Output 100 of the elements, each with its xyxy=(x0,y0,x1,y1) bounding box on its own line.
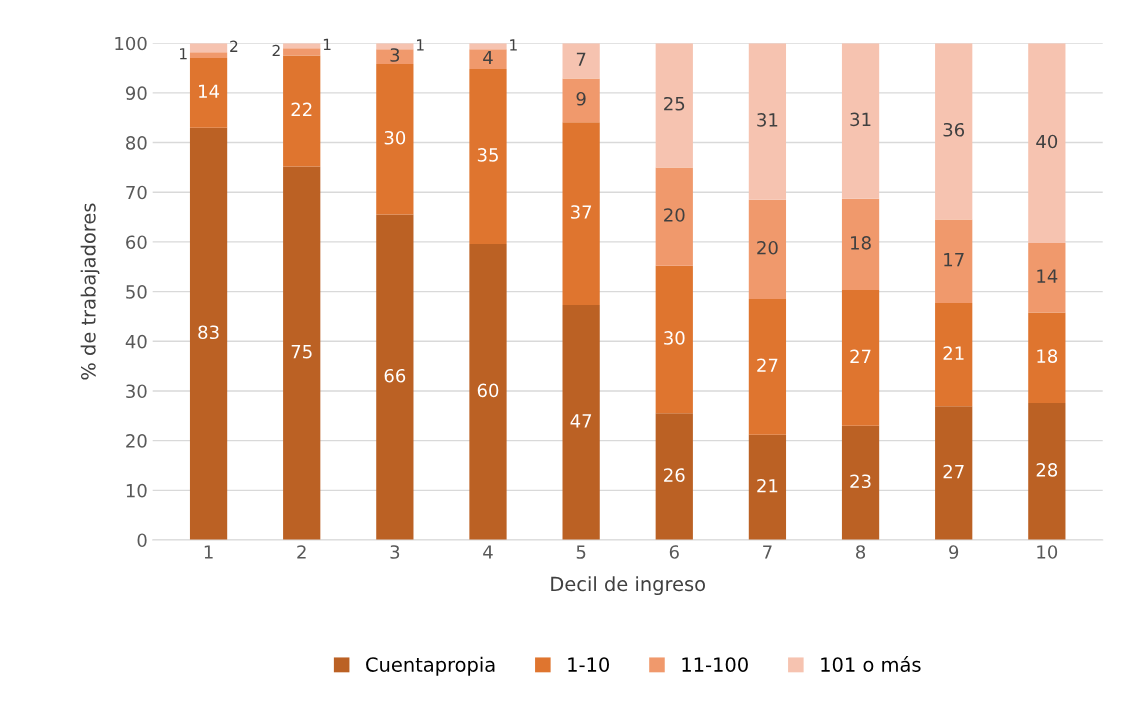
y-axis-title: % de trabajadores xyxy=(80,203,100,380)
x-tick-label: 1 xyxy=(204,545,213,559)
bar xyxy=(935,43,973,220)
bar xyxy=(655,167,693,266)
data-label: 21 xyxy=(943,346,964,360)
data-label: 22 xyxy=(291,102,312,116)
bar xyxy=(935,406,973,540)
data-label: 18 xyxy=(851,235,871,250)
y-tick-label: 70 xyxy=(126,185,147,200)
bar xyxy=(748,43,787,200)
bar xyxy=(748,199,787,300)
data-label: 20 xyxy=(664,208,685,222)
bar xyxy=(469,69,507,244)
data-label: 27 xyxy=(943,464,964,479)
bar xyxy=(935,303,973,407)
data-label: 23 xyxy=(850,474,871,489)
x-tick-label: 5 xyxy=(576,545,586,559)
y-tick-label: 60 xyxy=(126,235,147,250)
bar xyxy=(562,43,600,79)
bar xyxy=(1028,312,1066,403)
data-label: 28 xyxy=(1036,463,1058,477)
y-tick-label: 0 xyxy=(137,533,147,548)
legend-label: Cuentapropia xyxy=(366,656,495,676)
bar xyxy=(562,305,600,540)
x-tick-label: 2 xyxy=(297,545,306,559)
x-tick-label: 3 xyxy=(390,545,400,559)
data-label: 21 xyxy=(757,478,778,493)
data-label: 20 xyxy=(757,240,778,255)
legend-label: 11-100 xyxy=(682,657,748,672)
bar xyxy=(376,214,414,540)
data-label: 31 xyxy=(757,113,778,127)
data-label: 66 xyxy=(384,368,406,383)
legend-label: 1-10 xyxy=(568,657,610,672)
bar xyxy=(748,299,787,435)
x-tick-label: 8 xyxy=(856,545,866,559)
data-label: 1 xyxy=(417,39,424,51)
bar xyxy=(189,52,228,59)
y-tick-label: 100 xyxy=(115,36,147,51)
y-tick-label: 50 xyxy=(126,285,147,299)
data-label: 14 xyxy=(199,84,220,98)
data-label: 27 xyxy=(850,349,871,363)
x-tick-label: 7 xyxy=(763,545,772,559)
y-tick-label: 80 xyxy=(126,136,147,150)
bar xyxy=(935,219,973,304)
bar xyxy=(1028,242,1066,313)
data-label: 40 xyxy=(1036,134,1058,149)
data-label: 36 xyxy=(943,122,965,137)
bar xyxy=(841,198,880,291)
bar xyxy=(189,127,228,540)
data-label: 60 xyxy=(477,383,499,398)
data-label: 1 xyxy=(323,38,331,50)
data-label: 2 xyxy=(230,40,238,52)
data-label: 75 xyxy=(291,345,312,359)
bar xyxy=(841,290,880,426)
bar xyxy=(1028,43,1066,243)
data-label: 83 xyxy=(198,325,219,340)
bar xyxy=(283,166,321,540)
data-label: 25 xyxy=(664,96,685,111)
data-label: 4 xyxy=(483,50,493,65)
bar xyxy=(1028,402,1066,540)
data-label: 47 xyxy=(570,414,592,428)
data-label: 26 xyxy=(664,468,685,482)
data-label: 31 xyxy=(850,112,871,127)
bar xyxy=(376,64,414,215)
data-label: 30 xyxy=(664,331,685,345)
legend-label: 101 o más xyxy=(821,656,921,672)
y-tick-label: 30 xyxy=(126,384,147,399)
x-tick-label: 4 xyxy=(483,545,493,559)
bar xyxy=(841,425,880,540)
x-axis-title: Decil de ingreso xyxy=(551,576,705,596)
bar xyxy=(376,49,414,65)
y-tick-label: 10 xyxy=(126,483,147,498)
bar xyxy=(469,49,507,70)
bar xyxy=(189,58,228,128)
data-label: 9 xyxy=(576,91,586,106)
data-label: 2 xyxy=(272,44,280,57)
data-label: 1 xyxy=(180,48,187,60)
bar xyxy=(655,413,693,540)
x-tick-label: 9 xyxy=(949,545,959,559)
y-tick-label: 40 xyxy=(125,334,147,349)
bar xyxy=(841,43,880,199)
bar xyxy=(562,122,600,306)
bar xyxy=(283,55,321,167)
data-label: 7 xyxy=(576,52,586,66)
data-label: 18 xyxy=(1037,349,1058,363)
bar xyxy=(655,43,693,168)
bar xyxy=(655,265,693,414)
y-tick-label: 20 xyxy=(126,434,147,448)
data-label: 14 xyxy=(1037,269,1058,283)
data-label: 27 xyxy=(757,358,778,372)
data-label: 1 xyxy=(510,39,517,51)
data-label: 30 xyxy=(384,130,406,145)
bar xyxy=(469,243,507,540)
x-tick-label: 6 xyxy=(669,545,679,559)
data-label: 35 xyxy=(477,148,498,162)
y-tick-label: 90 xyxy=(125,86,147,100)
bar xyxy=(562,78,600,123)
bar xyxy=(283,48,321,56)
data-label: 17 xyxy=(944,253,964,267)
data-label: 3 xyxy=(390,48,400,62)
